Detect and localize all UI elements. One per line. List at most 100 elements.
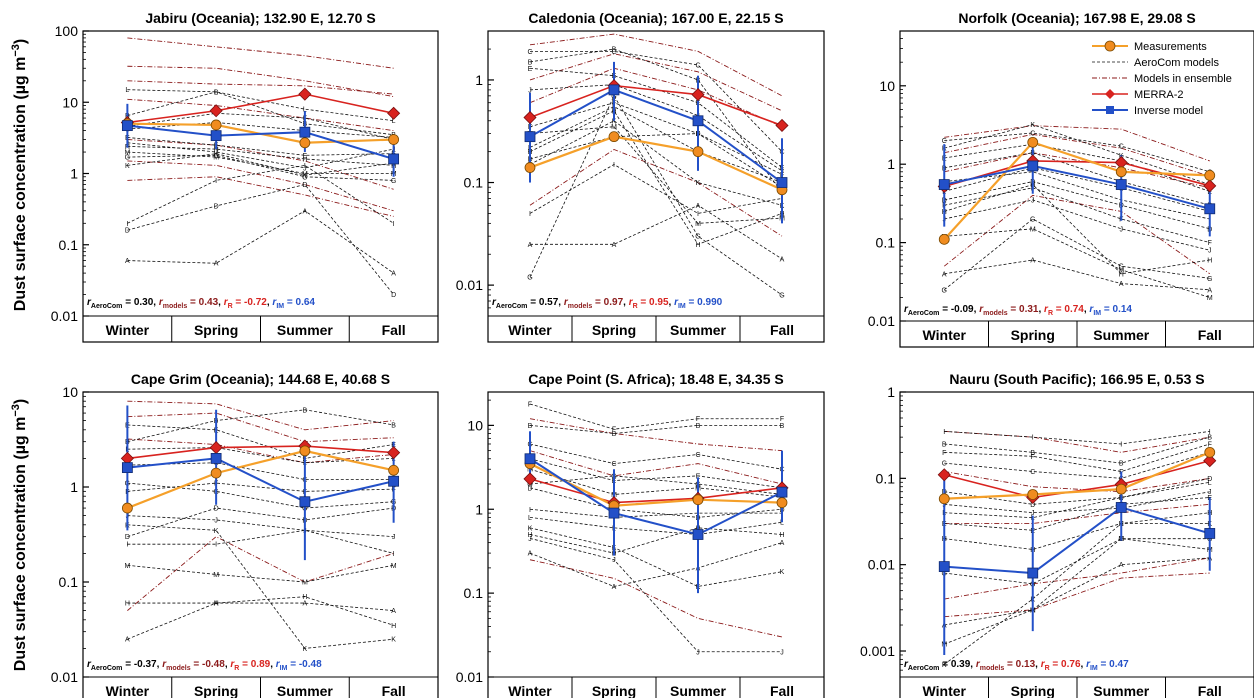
aerocom-model-line xyxy=(530,50,783,152)
aerocom-model-letter: K xyxy=(612,118,617,125)
aerocom-model-letter: I xyxy=(1032,435,1034,442)
aerocom-model-letter: I xyxy=(126,221,128,228)
aerocom-model-line xyxy=(127,602,394,640)
stat-symbol: r xyxy=(564,297,569,308)
y-axis-title-main: Dust surface concentration (µg m xyxy=(12,57,29,312)
chart-panel-1: Winter Spring Summer Fall 0.01 0.1 1 10 100 Jabir… xyxy=(51,10,439,343)
stat-separator: , xyxy=(1035,659,1041,670)
aerocom-model-letter: D xyxy=(1030,502,1035,509)
ensemble-model-line xyxy=(529,148,783,237)
aerocom-model-letter: B xyxy=(696,423,701,430)
measurements-marker xyxy=(210,119,222,131)
measurements-marker xyxy=(210,467,222,479)
stat-separator: , xyxy=(225,659,231,670)
legend-label: Models in ensemble xyxy=(1134,73,1232,85)
aerocom-model-letter: G xyxy=(942,287,947,294)
aerocom-model-letter: C xyxy=(942,461,947,468)
aerocom-model-line xyxy=(944,430,1210,445)
aerocom-model-letter: D xyxy=(391,292,396,299)
inverse-model-marker xyxy=(1027,160,1039,172)
stat-subscript: AeroCom xyxy=(496,303,528,310)
stat-separator: , xyxy=(1081,659,1087,670)
aerocom-model-line xyxy=(127,462,394,480)
aerocom-model-letter: M xyxy=(695,221,701,228)
aerocom-model-letter: A xyxy=(391,271,396,278)
aerocom-model-letter: A xyxy=(528,551,533,558)
aerocom-model-line xyxy=(529,527,783,587)
aerocom-model-letter: A xyxy=(1119,281,1124,288)
season-label: Spring xyxy=(194,683,238,698)
aerocom-model-letter: E xyxy=(696,473,701,480)
inverse-model-marker xyxy=(938,179,950,190)
aerocom-model-letter: K xyxy=(1030,122,1035,129)
stat-value: = 0.95 xyxy=(638,297,669,308)
y-tick-label: 0.01 xyxy=(51,669,78,685)
aerocom-model-letter: H xyxy=(527,532,532,539)
y-tick-label: 0.01 xyxy=(868,313,895,329)
aerocom-model-letter: H xyxy=(214,601,219,608)
merra2-line xyxy=(127,445,394,460)
aerocom-model-letter: C xyxy=(695,62,700,69)
chart-panels: Winter Spring Summer Fall 0.01 0.1 1 10 100 Jabir… xyxy=(51,10,1254,698)
measurements-line xyxy=(944,451,1211,500)
stat-symbol: r xyxy=(272,297,277,308)
panel-title: Cape Point (S. Africa); 18.48 E, 34.35 S xyxy=(528,371,783,387)
aerocom-model-line xyxy=(529,403,782,430)
y-tick-label: 0.1 xyxy=(464,585,484,601)
aerocom-model-letter: I xyxy=(215,178,217,185)
aerocom-model-letter: I xyxy=(529,211,531,218)
aerocom-model-line xyxy=(944,481,1210,519)
aerocom-model-line xyxy=(127,524,394,649)
aerocom-model-letter: E xyxy=(528,66,533,73)
y-axis-title-close: ) xyxy=(12,39,29,44)
y-tick-label: 1 xyxy=(887,156,895,172)
stat-subscript: IM xyxy=(276,303,284,310)
aerocom-model-letter: A xyxy=(612,242,617,249)
season-label: Summer xyxy=(670,322,727,338)
aerocom-model-letter: L xyxy=(1208,480,1212,487)
stat-subscript: AeroCom xyxy=(908,665,940,672)
merra2-marker xyxy=(523,472,537,486)
aerocom-model-letter: J xyxy=(528,536,532,543)
stat-separator: , xyxy=(970,659,976,670)
stat-symbol: r xyxy=(224,297,229,308)
aerocom-model-letter: I xyxy=(1209,429,1211,436)
stat-value: = -0.72 xyxy=(233,297,268,308)
stat-subscript: models xyxy=(568,303,593,310)
ensemble-model-line xyxy=(944,430,1210,453)
aerocom-model-letter: J xyxy=(1208,489,1212,496)
aerocom-model-letter: C xyxy=(527,49,532,56)
aerocom-model-line xyxy=(944,199,1210,251)
aerocom-model-letter: K xyxy=(780,569,785,576)
y-tick-label: 1 xyxy=(887,384,895,400)
correlation-stats: rAeroCom = 0.30, rmodels = 0.43, rR = -0… xyxy=(87,297,315,310)
inverse-model-marker xyxy=(776,177,788,188)
merra2-marker xyxy=(1203,454,1217,468)
aerocom-model-letter: H xyxy=(779,532,784,539)
season-label: Spring xyxy=(1011,683,1055,698)
aerocom-model-letter: F xyxy=(696,416,700,423)
aerocom-model-line xyxy=(530,204,783,260)
season-label: Spring xyxy=(1011,327,1055,343)
aerocom-model-letter: I xyxy=(1120,441,1122,448)
stat-symbol: r xyxy=(1041,659,1046,670)
legend-label: Inverse model xyxy=(1134,105,1203,117)
stat-symbol: r xyxy=(87,297,92,308)
season-label: Fall xyxy=(1198,683,1222,698)
stat-value: = -0.37 xyxy=(122,659,157,670)
aerocom-model-letter: B xyxy=(612,47,617,54)
stat-separator: , xyxy=(1038,304,1044,315)
aerocom-model-letter: F xyxy=(612,427,616,434)
aerocom-model-letter: B xyxy=(528,423,533,430)
measurements-marker xyxy=(938,493,950,505)
stat-symbol: r xyxy=(904,659,909,670)
season-label: Fall xyxy=(382,322,406,338)
stat-subscript: models xyxy=(163,303,188,310)
aerocom-model-letter: B xyxy=(391,422,396,429)
ensemble-model-line xyxy=(127,412,394,443)
season-label: Summer xyxy=(1093,683,1150,698)
y-tick-label: 1 xyxy=(70,166,78,182)
stat-value: = 0.64 xyxy=(284,297,315,308)
aerocom-model-letter: M xyxy=(124,563,130,570)
merra2-line xyxy=(529,478,783,504)
